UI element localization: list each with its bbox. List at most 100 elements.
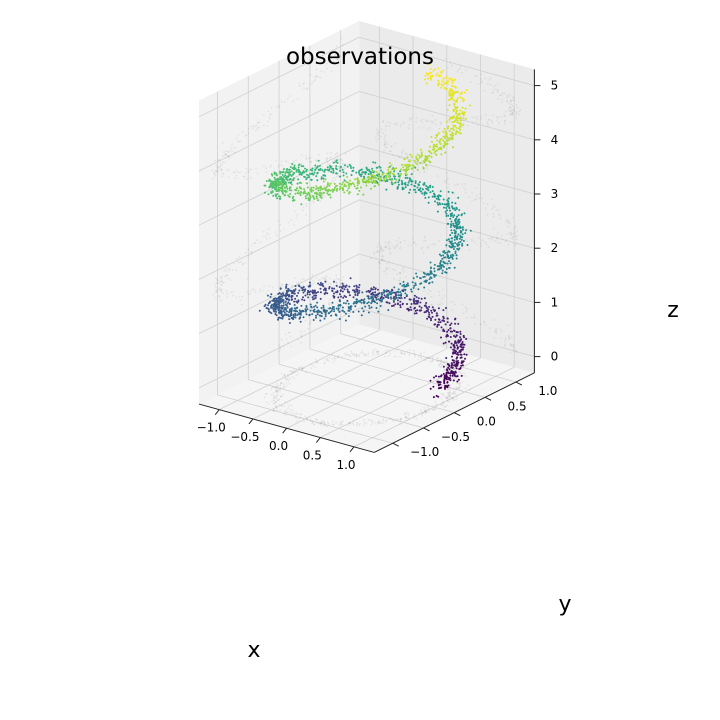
shadow-point: [331, 160, 334, 163]
shadow-point: [496, 239, 499, 241]
helix-point: [310, 178, 313, 181]
shadow-point: [283, 374, 286, 377]
helix-point: [444, 323, 447, 326]
helix-point: [370, 177, 372, 179]
helix-point: [316, 301, 319, 304]
shadow-point: [440, 122, 443, 125]
helix-point: [451, 121, 454, 124]
shadow-point: [442, 362, 444, 364]
shadow-point: [293, 277, 296, 280]
shadow-point: [395, 244, 398, 247]
helix-point: [378, 174, 380, 177]
shadow-point: [436, 359, 439, 362]
shadow-point: [434, 401, 437, 403]
shadow-point: [399, 423, 401, 425]
shadow-point: [453, 392, 455, 395]
shadow-point: [382, 418, 385, 420]
helix-point: [458, 218, 460, 221]
shadow-point: [336, 302, 339, 305]
helix-point: [398, 179, 401, 181]
shadow-point: [419, 410, 422, 413]
helix-point: [423, 183, 426, 186]
helix-point: [459, 96, 462, 99]
shadow-point: [333, 56, 336, 59]
shadow-point: [228, 156, 231, 159]
helix-point: [441, 84, 444, 87]
shadow-point: [340, 421, 343, 423]
shadow-point: [510, 110, 512, 113]
helix-point: [438, 265, 441, 267]
shadow-point: [459, 382, 462, 385]
shadow-point: [497, 213, 500, 216]
helix-point: [445, 212, 448, 215]
helix-point: [448, 94, 451, 97]
helix-point: [414, 185, 416, 188]
shadow-point: [340, 279, 343, 282]
helix-point: [326, 309, 328, 312]
shadow-point: [442, 401, 445, 403]
helix-point: [391, 168, 394, 171]
shadow-point: [385, 146, 388, 149]
shadow-point: [232, 290, 235, 293]
shadow-point: [219, 276, 222, 279]
shadow-point: [508, 335, 511, 337]
helix-point: [405, 170, 408, 173]
helix-point: [410, 173, 413, 176]
helix-point: [306, 293, 309, 296]
helix-point: [460, 364, 463, 367]
shadow-point: [293, 377, 296, 380]
helix-point: [341, 168, 344, 171]
helix-point: [319, 283, 322, 286]
helix-point: [449, 324, 452, 327]
shadow-point: [214, 283, 217, 286]
helix-point: [326, 192, 329, 195]
shadow-point: [289, 373, 292, 376]
helix-point: [312, 298, 315, 301]
shadow-point: [218, 281, 221, 284]
shadow-point: [325, 62, 328, 65]
helix-point: [289, 166, 292, 168]
helix-point: [453, 345, 456, 348]
helix-point: [299, 310, 302, 313]
helix-point: [281, 315, 284, 318]
helix-point: [420, 297, 423, 300]
shadow-point: [283, 412, 285, 415]
shadow-point: [415, 243, 417, 246]
helix-point: [370, 306, 373, 309]
shadow-point: [489, 83, 492, 86]
shadow-point: [496, 89, 499, 91]
helix-point: [329, 189, 332, 192]
helix-point: [361, 291, 364, 294]
shadow-point: [427, 407, 430, 410]
helix-point: [434, 195, 437, 198]
shadow-point: [274, 231, 277, 234]
shadow-point: [390, 417, 392, 420]
shadow-point: [314, 75, 316, 78]
shadow-point: [229, 279, 232, 281]
helix-point: [349, 277, 352, 280]
shadow-point: [384, 241, 387, 244]
shadow-point: [215, 286, 217, 289]
helix-point: [339, 175, 342, 178]
shadow-point: [288, 331, 291, 334]
shadow-point: [410, 118, 412, 121]
shadow-point: [443, 361, 446, 363]
shadow-point: [221, 154, 224, 157]
helix-point: [387, 169, 390, 171]
shadow-point: [334, 153, 337, 156]
shadow-point: [430, 361, 433, 363]
shadow-point: [396, 419, 399, 422]
shadow-point: [239, 171, 241, 174]
helix-point: [449, 327, 452, 330]
helix-point: [413, 159, 416, 162]
helix-point: [316, 313, 319, 316]
shadow-point: [326, 425, 329, 428]
helix-point: [403, 283, 405, 286]
shadow-point: [403, 239, 406, 242]
helix-point: [372, 293, 375, 296]
helix-point: [393, 177, 396, 180]
helix-point: [373, 181, 376, 184]
shadow-point: [449, 301, 452, 303]
shadow-point: [388, 355, 390, 357]
helix-point: [431, 306, 434, 309]
